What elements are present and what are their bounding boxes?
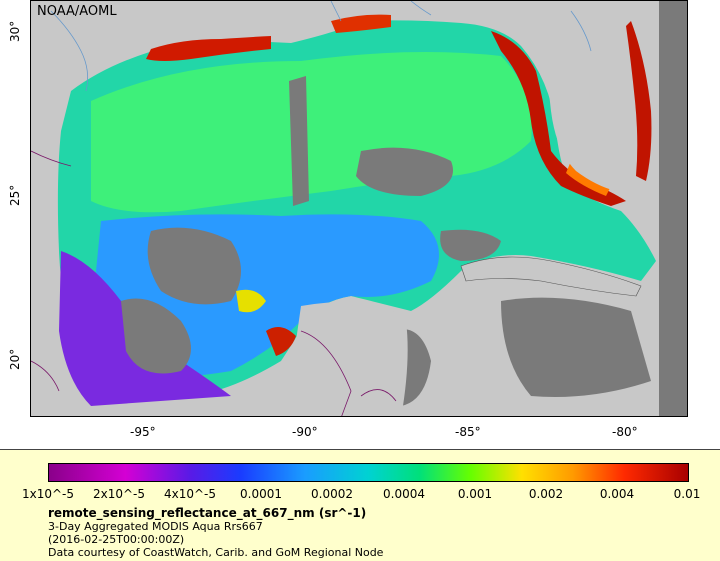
yucatan-land	[289, 301, 408, 416]
map-image	[31, 1, 687, 416]
yucatan-red	[266, 327, 296, 356]
cuba-island	[460, 256, 642, 297]
cloud-mask	[121, 1, 687, 416]
colorbar-label: 0.004	[599, 487, 635, 501]
colorbar-label: 0.0004	[383, 487, 425, 501]
legend-dataset: 3-Day Aggregated MODIS Aqua Rrs667	[48, 520, 263, 533]
lon-tick-90: -90°	[292, 425, 318, 439]
lat-tick-30: 30°	[8, 20, 22, 42]
florida-coast-turbid	[491, 31, 626, 206]
lat-tick-25: 25°	[8, 184, 22, 206]
colorbar-label: 0.002	[528, 487, 564, 501]
colorbar-label: 1x10^-5	[21, 487, 75, 501]
lat-tick-20: 20°	[8, 348, 22, 370]
colorbar-label: 0.01	[673, 487, 701, 501]
gulf-purple-zone	[59, 251, 231, 406]
lon-tick-95: -95°	[130, 425, 156, 439]
colorbar	[48, 463, 689, 482]
atlantic-coast-turbid	[626, 21, 652, 181]
legend-source: Data courtesy of CoastWatch, Carib. and …	[48, 546, 384, 559]
colorbar-label: 0.0002	[311, 487, 353, 501]
legend-panel: 1x10^-5 2x10^-5 4x10^-5 0.0001 0.0002 0.…	[0, 449, 720, 561]
colorbar-label: 0.0001	[240, 487, 282, 501]
map-credit: NOAA/AOML	[37, 4, 117, 19]
north-coast-turbid	[146, 36, 271, 61]
rivers	[50, 1, 592, 92]
campeche-yellow	[236, 289, 266, 313]
florida-land	[548, 41, 630, 191]
louisiana-coast-turbid	[331, 14, 391, 33]
legend-title: remote_sensing_reflectance_at_667_nm (sr…	[48, 506, 367, 520]
colorbar-label: 0.001	[457, 487, 493, 501]
map-panel[interactable]: NOAA/AOML	[30, 0, 688, 417]
colorbar-label: 2x10^-5	[92, 487, 146, 501]
boundaries	[31, 150, 397, 416]
legend-time: (2016-02-25T00:00:00Z)	[48, 533, 185, 546]
lon-tick-80: -80°	[612, 425, 638, 439]
lon-tick-85: -85°	[455, 425, 481, 439]
colorbar-label: 4x10^-5	[163, 487, 217, 501]
